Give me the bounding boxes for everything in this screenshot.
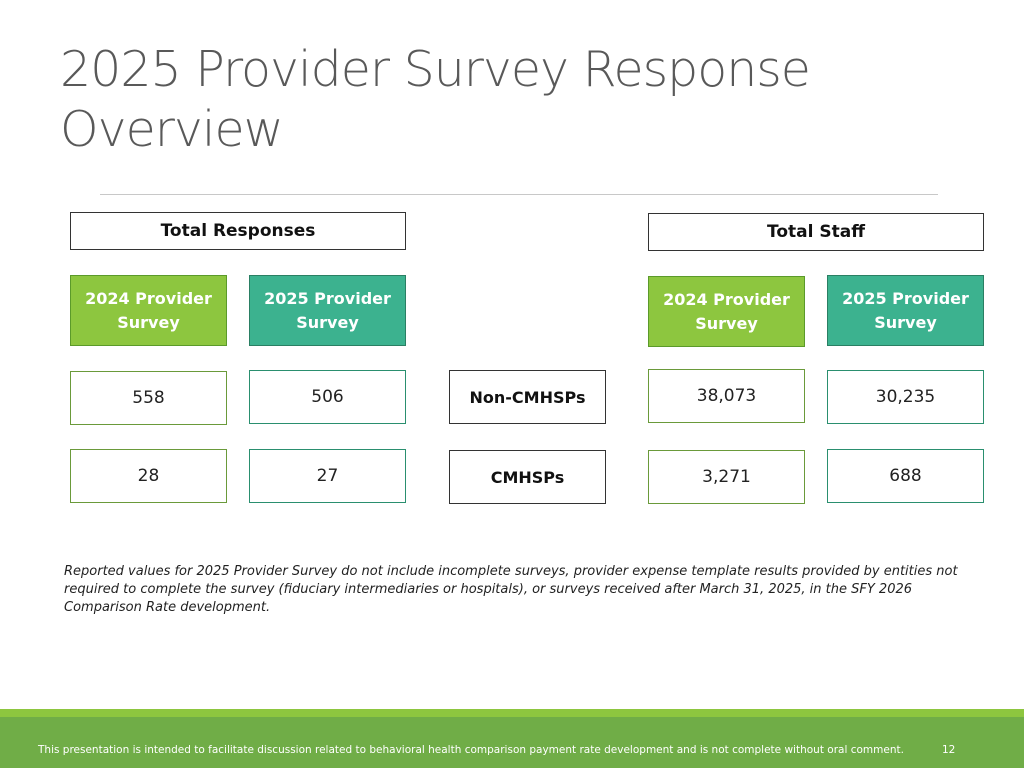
responses-2024-survey-label: 2024 Provider Survey [70, 275, 227, 346]
slide-title-line-1: 2025 Provider Survey Response [60, 41, 811, 98]
staff-2025-survey-line1: 2025 Provider [842, 288, 969, 308]
staff-2024-non-cmhsps-value: 38,073 [648, 369, 805, 423]
responses-2024-survey-line2: Survey [117, 312, 180, 332]
responses-2025-survey-line1: 2025 Provider [264, 288, 391, 308]
responses-2024-non-cmhsps-value: 558 [70, 371, 227, 425]
footer-disclaimer: This presentation is intended to facilit… [38, 744, 904, 756]
responses-2025-survey-label: 2025 Provider Survey [249, 275, 406, 346]
footer-bar [0, 717, 1024, 768]
title-divider [100, 194, 938, 195]
staff-2024-survey-label: 2024 Provider Survey [648, 276, 805, 347]
staff-2025-cmhsps-value: 688 [827, 449, 984, 503]
staff-2025-survey-label: 2025 Provider Survey [827, 275, 984, 346]
total-staff-header: Total Staff [648, 213, 984, 251]
footer-accent-stripe [0, 709, 1024, 717]
responses-2025-cmhsps-value: 27 [249, 449, 406, 503]
responses-2024-cmhsps-value: 28 [70, 449, 227, 503]
slide-title: 2025 Provider Survey Response Overview [60, 40, 960, 160]
staff-2024-survey-line1: 2024 Provider [663, 289, 790, 309]
staff-2024-survey-line2: Survey [695, 313, 758, 333]
footnote: Reported values for 2025 Provider Survey… [64, 564, 958, 615]
non-cmhsps-label: Non-CMHSPs [449, 370, 606, 424]
responses-2024-survey-line1: 2024 Provider [85, 288, 212, 308]
responses-2025-non-cmhsps-value: 506 [249, 370, 406, 424]
page-number: 12 [942, 744, 956, 756]
slide-title-line-2: Overview [60, 101, 284, 158]
staff-2025-non-cmhsps-value: 30,235 [827, 370, 984, 424]
staff-2024-cmhsps-value: 3,271 [648, 450, 805, 504]
total-responses-header: Total Responses [70, 212, 406, 250]
cmhsps-label: CMHSPs [449, 450, 606, 504]
responses-2025-survey-line2: Survey [296, 312, 359, 332]
staff-2025-survey-line2: Survey [874, 312, 937, 332]
